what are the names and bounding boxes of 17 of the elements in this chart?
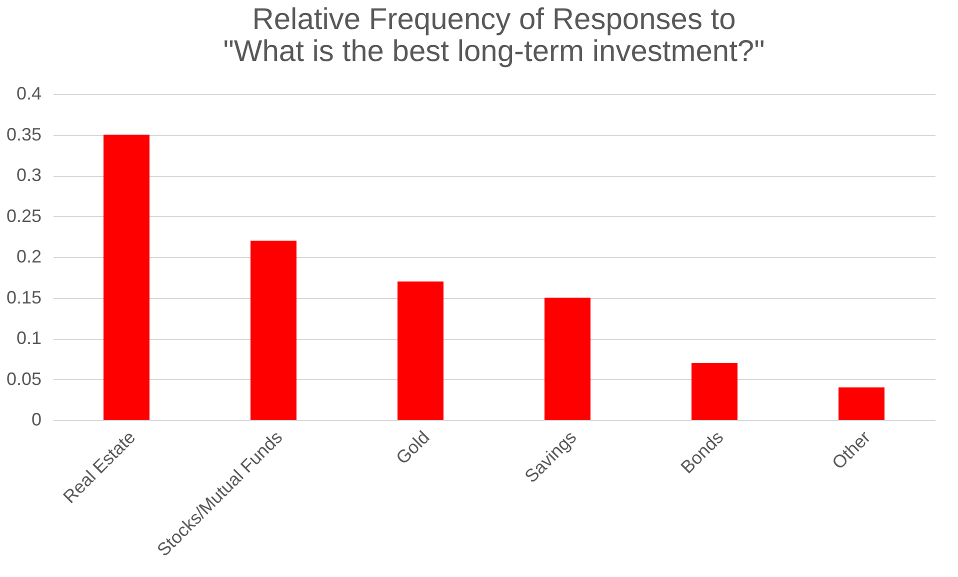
y-tick-label: 0.1 (16, 328, 42, 348)
y-tick-label: 0.15 (6, 287, 42, 308)
text: "What is the best long-term investment?" (223, 35, 765, 68)
y-tick-label: 0.35 (6, 124, 42, 144)
bar (250, 240, 296, 420)
bar (838, 387, 884, 420)
y-tick-label: 0.4 (16, 84, 42, 104)
bar (544, 298, 590, 420)
text: Relative Frequency of Responses to (252, 3, 736, 36)
y-tick-label: 0.05 (6, 368, 42, 389)
bar (104, 134, 150, 420)
y-tick-label: 0 (31, 410, 42, 430)
y-tick-label: 0.25 (6, 206, 42, 226)
y-tick-label: 0.3 (16, 165, 42, 185)
bar (398, 281, 444, 420)
bar (692, 362, 738, 420)
y-tick-label: 0.2 (16, 246, 42, 266)
